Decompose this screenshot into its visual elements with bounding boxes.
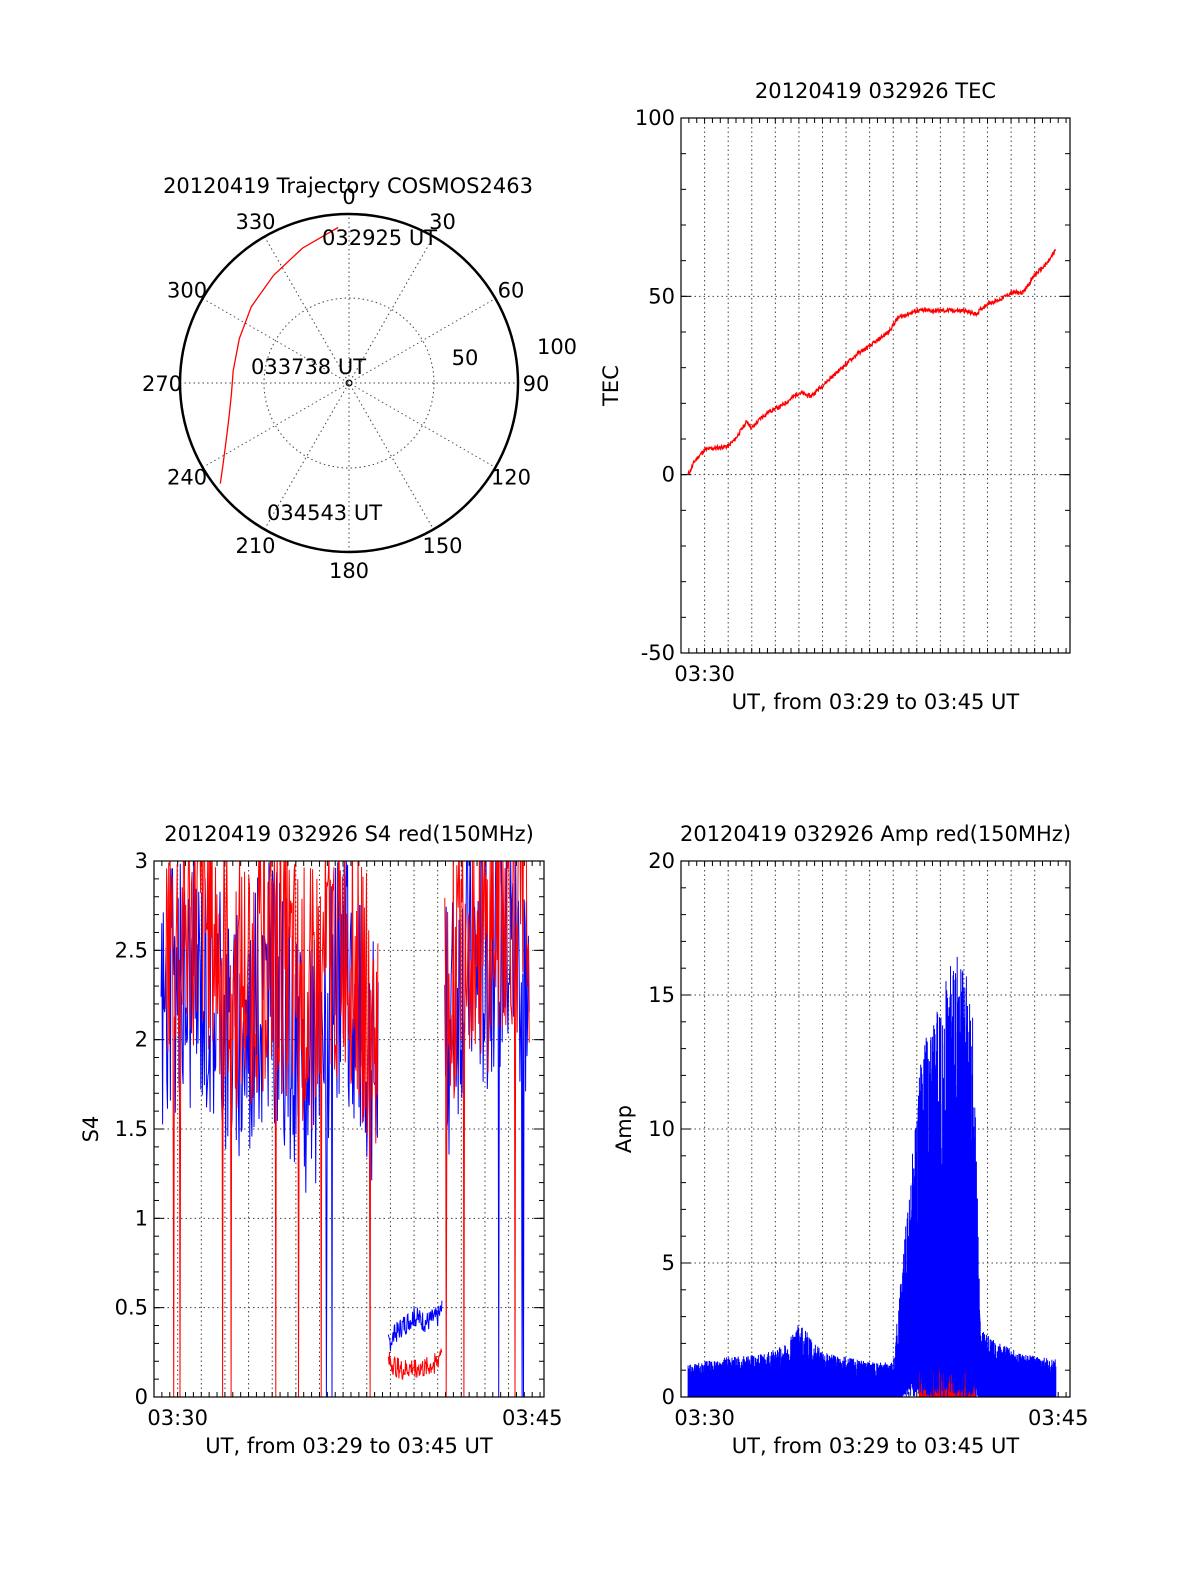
amp-ytick-label: 10	[648, 1117, 675, 1141]
amp-ytick-label: 20	[648, 849, 675, 873]
polar-mid-time-label: 033738 UT	[251, 355, 366, 379]
polar-angle-label: 210	[235, 534, 275, 558]
polar-trajectory-chart: 20120419 Trajectory COSMOS2463 0 30 60 90 12…	[142, 174, 577, 583]
polar-grid	[180, 214, 518, 552]
s4-title: 20120419 032926 S4 red(150MHz)	[164, 822, 534, 846]
polar-angle-label: 30	[429, 210, 456, 234]
polar-radius-label-50: 50	[452, 346, 479, 370]
amp-frame	[680, 860, 1071, 1398]
polar-angle-label: 120	[491, 466, 531, 490]
polar-center-marker	[345, 379, 353, 387]
s4-ytick-label: 1	[135, 1206, 148, 1230]
s4-ytick-label: 1.5	[115, 1117, 148, 1141]
polar-angle-labels: 0 30 60 90 120 150 180 210 240 270 300 330	[142, 185, 549, 583]
polar-angle-label: 240	[167, 466, 207, 490]
s4-ytick-label: 0	[135, 1385, 148, 1409]
tec-ytick-label: -50	[641, 641, 675, 665]
s4-ytick-label: 2	[135, 1028, 148, 1052]
s4-ytick-label: 3	[135, 849, 148, 873]
polar-angle-label: 330	[235, 210, 275, 234]
amp-ylabel: Amp	[612, 1105, 636, 1153]
tec-ylabel: TEC	[599, 365, 623, 407]
tec-ytick-label: 0	[662, 463, 675, 487]
s4-ytick-label: 0.5	[115, 1296, 148, 1320]
s4-xtick-label: 03:45	[502, 1406, 563, 1430]
s4-ytick-label: 2.5	[115, 938, 148, 962]
s4-frame	[153, 860, 545, 1398]
polar-angle-label: 300	[167, 279, 207, 303]
s4-red-series	[165, 861, 530, 1397]
polar-ring-50	[263, 297, 435, 469]
s4-xlabel: UT, from 03:29 to 03:45 UT	[205, 1434, 493, 1458]
tec-frame	[680, 117, 1071, 654]
tec-xlabel: UT, from 03:29 to 03:45 UT	[732, 690, 1020, 714]
amp-xtick-label: 03:45	[1028, 1406, 1089, 1430]
tec-title: 20120419 032926 TEC	[755, 79, 996, 103]
amp-ytick-label: 5	[662, 1251, 675, 1275]
amp-title: 20120419 032926 Amp red(150MHz)	[680, 822, 1071, 846]
amp-xlabel: UT, from 03:29 to 03:45 UT	[732, 1434, 1020, 1458]
polar-angle-label: 90	[523, 372, 550, 396]
tec-ytick-label: 50	[648, 284, 675, 308]
polar-angle-label: 150	[422, 534, 462, 558]
polar-angle-label: 0	[342, 185, 355, 209]
amp-xtick-label: 03:30	[674, 1406, 735, 1430]
s4-ylabel: S4	[79, 1116, 103, 1143]
amp-data	[687, 956, 1057, 1397]
polar-angle-label: 270	[142, 372, 182, 396]
polar-angle-label: 180	[329, 559, 369, 583]
s4-chart: 20120419 032926 S4 red(150MHz) 0 0.5 1 1.5 2 2…	[79, 822, 563, 1458]
polar-chart-title: 20120419 Trajectory COSMOS2463	[163, 174, 533, 198]
tec-ytick-label: 100	[635, 106, 675, 130]
polar-trajectory-line	[219, 226, 339, 484]
s4-data	[160, 861, 530, 1397]
polar-radius-label-100: 100	[537, 335, 577, 359]
s4-xtick-label: 03:30	[147, 1406, 208, 1430]
amp-ytick-label: 15	[648, 983, 675, 1007]
amp-blue-series	[687, 956, 1057, 1397]
polar-start-time-label: 032925 UT	[322, 226, 437, 250]
amp-chart: 20120419 032926 Amp red(150MHz) 0 5 10 15 20 0…	[612, 822, 1089, 1458]
tec-chart: 20120419 032926 TEC -50 0 50 100 03:30 UT, fro…	[599, 79, 1071, 714]
tec-xtick-label: 03:30	[674, 662, 735, 686]
tec-series-line	[687, 248, 1057, 475]
amp-ytick-label: 0	[662, 1385, 675, 1409]
polar-end-time-label: 034543 UT	[267, 501, 382, 525]
tec-data	[687, 248, 1057, 475]
polar-outer-circle	[178, 212, 520, 554]
polar-angle-label: 60	[498, 279, 525, 303]
